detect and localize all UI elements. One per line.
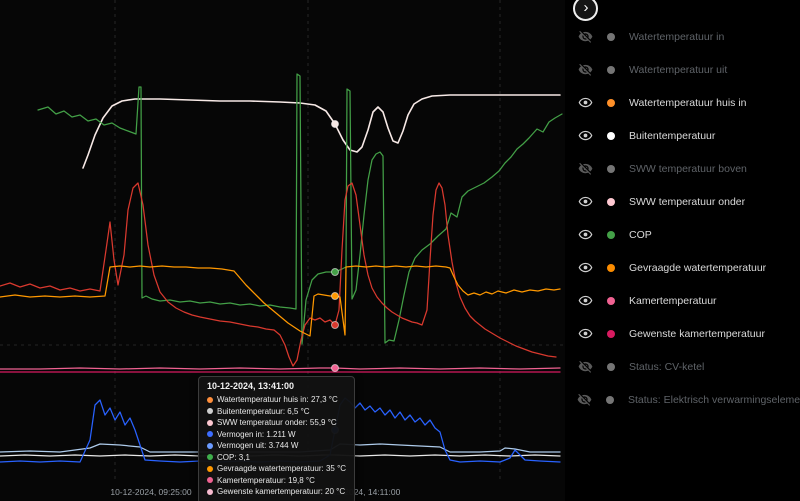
chart-panel[interactable]: 10-12-2024, 09:25:00 10-12-2024, 14:11:0…	[0, 0, 565, 501]
legend-item-label: Watertemperatuur huis in	[629, 96, 747, 109]
legend-item-sww-temperatuur-onder[interactable]: SWW temperatuur onder	[565, 185, 800, 218]
legend-item-label: Kamertemperatuur	[629, 294, 717, 307]
tooltip-series-value: Gewenste kamertemperatuur: 20 °C	[217, 487, 346, 496]
tooltip-series-value: Kamertemperatuur: 19,8 °C	[217, 475, 315, 485]
tooltip-row-vermogen-uit: Vermogen uit: 3.744 W	[207, 440, 346, 452]
tooltip-series-dot	[207, 465, 213, 472]
eye-off-icon[interactable]	[577, 359, 593, 375]
legend-item-label: Status: CV-ketel	[629, 360, 705, 373]
series-color-dot	[607, 329, 615, 338]
tooltip-row-gewenste-kamertemperatuur: Gewenste kamertemperatuur: 20 °C	[207, 486, 346, 498]
series-color-dot	[607, 362, 615, 371]
tooltip-row-cop: COP: 3,1	[207, 452, 346, 464]
legend-item-status-elektrisch-verwarmingselement[interactable]: Status: Elektrisch verwarmingselement	[565, 383, 800, 416]
x-axis-tick-cursor: 10-12-2024, 14:11:00	[319, 487, 401, 497]
legend-sidebar: Watertemperatuur in Watertemperatuur uit W…	[565, 0, 800, 501]
tooltip-series-value: COP: 3,1	[217, 452, 250, 462]
legend-item-label: COP	[629, 228, 652, 241]
eye-icon[interactable]	[577, 260, 593, 276]
eye-off-icon[interactable]	[577, 161, 593, 177]
tooltip-series-value: Gevraagde watertemperatuur: 35 °C	[217, 464, 347, 473]
tooltip-series-dot	[207, 419, 213, 426]
eye-off-icon[interactable]	[577, 29, 593, 45]
series-line-gevraagde-watertemperatuur	[0, 265, 561, 337]
legend-item-watertemperatuur-huis-in[interactable]: Watertemperatuur huis in	[565, 86, 800, 119]
series-color-dot	[606, 395, 614, 404]
series-line-sww-temperatuur-onder	[82, 94, 561, 169]
eye-icon[interactable]	[577, 293, 593, 309]
eye-off-icon[interactable]	[577, 62, 593, 78]
tooltip-series-value: Vermogen in: 1.211 W	[217, 429, 296, 439]
tooltip-series-dot	[207, 396, 213, 403]
series-color-dot	[607, 98, 615, 107]
legend-item-gevraagde-watertemperatuur[interactable]: Gevraagde watertemperatuur	[565, 251, 800, 284]
legend-list: Watertemperatuur in Watertemperatuur uit W…	[565, 20, 800, 416]
legend-item-buitentemperatuur[interactable]: Buitentemperatuur	[565, 119, 800, 152]
legend-item-watertemperatuur-in[interactable]: Watertemperatuur in	[565, 20, 800, 53]
tooltip-series-dot	[207, 488, 213, 495]
legend-item-label: Status: Elektrisch verwarmingselement	[628, 393, 800, 406]
series-line-cop	[37, 73, 563, 345]
series-color-dot	[607, 164, 615, 173]
series-color-dot	[607, 131, 615, 140]
tooltip-row-gevraagde-watertemperatuur: Gevraagde watertemperatuur: 35 °C	[207, 463, 346, 475]
series-color-dot	[607, 65, 615, 74]
series-color-dot	[607, 296, 615, 305]
legend-item-label: Watertemperatuur uit	[629, 63, 728, 76]
tooltip-row-vermogen-in: Vermogen in: 1.211 W	[207, 429, 346, 441]
legend-item-label: SWW temperatuur boven	[629, 162, 747, 175]
legend-item-label: Buitentemperatuur	[629, 129, 716, 142]
tooltip-series-value: Watertemperatuur huis in: 27,3 °C	[217, 395, 338, 404]
tooltip-series-dot	[207, 408, 213, 415]
tooltip-series-value: Vermogen uit: 3.744 W	[217, 441, 299, 450]
eye-icon[interactable]	[577, 326, 593, 342]
eye-icon[interactable]	[577, 227, 593, 243]
chevron-right-icon: ›	[583, 0, 589, 16]
eye-icon[interactable]	[577, 194, 593, 210]
chart-tooltip: 10-12-2024, 13:41:00 Watertemperatuur hu…	[198, 376, 356, 501]
legend-item-cop[interactable]: COP	[565, 218, 800, 251]
tooltip-series-dot	[207, 431, 213, 438]
tooltip-series-value: Buitentemperatuur: 6,5 °C	[217, 406, 310, 416]
tooltip-row-watertemperatuur-huis-in: Watertemperatuur huis in: 27,3 °C	[207, 394, 346, 406]
x-axis-tick-start: 10-12-2024, 09:25:00	[110, 487, 192, 497]
series-color-dot	[607, 263, 615, 272]
expand-sidebar-button[interactable]: ›	[573, 0, 598, 21]
tooltip-timestamp: 10-12-2024, 13:41:00	[207, 381, 295, 391]
legend-item-sww-temperatuur-boven[interactable]: SWW temperatuur boven	[565, 152, 800, 185]
eye-off-icon[interactable]	[577, 392, 592, 408]
legend-item-label: Gewenste kamertemperatuur	[629, 327, 765, 340]
series-color-dot	[607, 197, 615, 206]
tooltip-series-dot	[207, 477, 213, 484]
legend-item-kamertemperatuur[interactable]: Kamertemperatuur	[565, 284, 800, 317]
legend-item-label: Gevraagde watertemperatuur	[629, 261, 767, 274]
legend-item-watertemperatuur-uit[interactable]: Watertemperatuur uit	[565, 53, 800, 86]
series-line-watertemperatuur-huis-in	[0, 182, 557, 367]
legend-item-label: SWW temperatuur onder	[629, 195, 746, 208]
tooltip-row-kamertemperatuur: Kamertemperatuur: 19,8 °C	[207, 475, 346, 487]
eye-icon[interactable]	[577, 128, 593, 144]
tooltip-row-sww-temperatuur-onder: SWW temperatuur onder: 55,9 °C	[207, 417, 346, 429]
tooltip-series-value: SWW temperatuur onder: 55,9 °C	[217, 418, 337, 427]
legend-item-label: Watertemperatuur in	[629, 30, 725, 43]
legend-item-status-cv-ketel[interactable]: Status: CV-ketel	[565, 350, 800, 383]
tooltip-row-buitentemperatuur: Buitentemperatuur: 6,5 °C	[207, 406, 346, 418]
legend-item-gewenste-kamertemperatuur[interactable]: Gewenste kamertemperatuur	[565, 317, 800, 350]
tooltip-series-dot	[207, 442, 213, 449]
tooltip-series-dot	[207, 454, 213, 461]
series-line-kamertemperatuur	[0, 367, 561, 370]
series-color-dot	[607, 32, 615, 41]
eye-icon[interactable]	[577, 95, 593, 111]
series-color-dot	[607, 230, 615, 239]
